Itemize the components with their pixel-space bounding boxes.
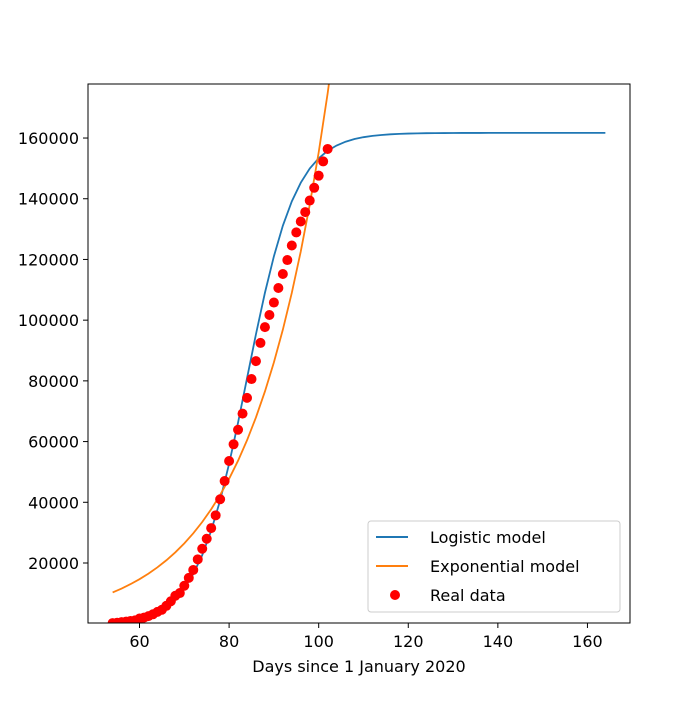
x-tick-label: 80 <box>219 632 239 651</box>
point <box>273 282 284 293</box>
point <box>304 195 315 206</box>
legend-label: Real data <box>430 586 506 605</box>
y-tick-label: 100000 <box>18 311 79 330</box>
plot-area <box>107 84 606 623</box>
point <box>318 156 329 167</box>
point <box>237 408 248 419</box>
point <box>215 494 226 505</box>
point <box>291 227 302 238</box>
x-tick-label: 160 <box>572 632 603 651</box>
point <box>242 392 253 403</box>
point <box>228 439 239 450</box>
legend-label: Logistic model <box>430 528 546 547</box>
y-tick-label: 140000 <box>18 190 79 209</box>
point <box>259 322 270 333</box>
y-tick-label: 80000 <box>28 372 79 391</box>
point <box>188 564 199 575</box>
point <box>206 523 217 534</box>
point <box>179 580 190 591</box>
point <box>174 588 185 599</box>
point <box>224 455 235 466</box>
point <box>210 510 221 521</box>
y-tick-label: 60000 <box>28 433 79 452</box>
x-axis-label: Days since 1 January 2020 <box>252 657 465 676</box>
point <box>277 269 288 280</box>
y-tick-label: 20000 <box>28 554 79 573</box>
point <box>192 554 203 565</box>
point <box>313 170 324 181</box>
point <box>233 424 244 435</box>
y-tick-label: 40000 <box>28 493 79 512</box>
x-tick-label: 60 <box>129 632 149 651</box>
point <box>286 240 297 251</box>
point <box>250 356 261 367</box>
point <box>268 297 279 308</box>
legend-label: Exponential model <box>430 557 580 576</box>
point <box>246 374 257 385</box>
point <box>264 309 275 320</box>
x-tick-label: 120 <box>393 632 424 651</box>
y-tick-label: 120000 <box>18 250 79 269</box>
point <box>197 543 208 554</box>
legend-box <box>367 520 621 613</box>
y-tick-label: 160000 <box>18 129 79 148</box>
point <box>219 476 230 487</box>
line <box>112 84 330 594</box>
point <box>255 337 266 348</box>
point <box>201 533 212 544</box>
legend-marker <box>390 590 400 600</box>
point <box>300 207 311 218</box>
axes-frame <box>87 83 631 624</box>
point <box>282 255 293 266</box>
point <box>183 572 194 583</box>
x-tick-label: 140 <box>483 632 514 651</box>
x-tick-label: 100 <box>303 632 334 651</box>
point <box>295 216 306 227</box>
point <box>322 143 333 154</box>
point <box>309 182 320 193</box>
